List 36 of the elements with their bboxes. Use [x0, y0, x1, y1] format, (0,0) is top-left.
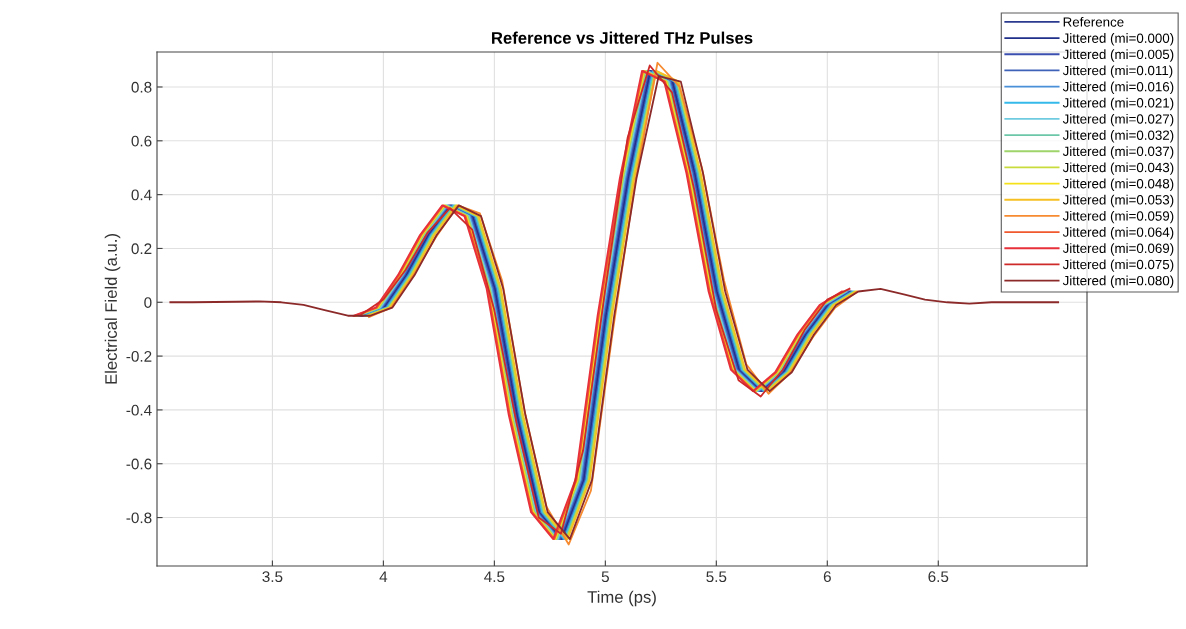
- legend-label: Jittered (mi=0.075): [1062, 259, 1174, 272]
- y-axis-title: Electrical Field (a.u.): [104, 234, 121, 384]
- legend-label: Jittered (mi=0.011): [1062, 65, 1173, 78]
- chart-title: Reference vs Jittered THz Pulses: [492, 31, 753, 44]
- legend-label: Jittered (mi=0.027): [1062, 113, 1174, 127]
- x-tick-label: 4: [379, 571, 388, 582]
- y-tick-label: -0.4: [126, 404, 152, 416]
- legend-label: Jittered (mi=0.021): [1062, 97, 1174, 111]
- legend-label: Jittered (mi=0.069): [1062, 243, 1174, 256]
- legend-label: Jittered (mi=0.005): [1062, 49, 1174, 62]
- x-tick-label: 5: [601, 571, 609, 583]
- y-tick-label: -0.8: [126, 512, 152, 524]
- x-tick-label: 6.5: [928, 571, 949, 583]
- legend-label: Jittered (mi=0.037): [1062, 146, 1174, 159]
- y-tick-label: 0.6: [131, 135, 152, 147]
- x-tick-label: 4.5: [484, 571, 505, 583]
- legend-label: Reference: [1063, 16, 1124, 27]
- y-tick-label: -0.6: [126, 458, 152, 470]
- legend-label: Jittered (mi=0.064): [1062, 227, 1174, 240]
- y-tick-label: 0: [144, 297, 152, 308]
- legend-label: Jittered (mi=0.048): [1062, 178, 1174, 191]
- legend-label: Jittered (mi=0.053): [1062, 194, 1174, 208]
- legend-label: Jittered (mi=0.043): [1062, 162, 1174, 175]
- y-tick-label: 0.8: [131, 81, 152, 93]
- y-tick-label: -0.2: [126, 350, 152, 362]
- legend-label: Jittered (mi=0.016): [1062, 81, 1174, 95]
- x-tick-label: 5.5: [706, 571, 727, 583]
- y-tick-label: 0.2: [131, 243, 152, 255]
- y-tick-label: 0.4: [131, 189, 152, 201]
- legend-label: Jittered (mi=0.080): [1062, 275, 1174, 288]
- x-tick-label: 6: [823, 571, 831, 583]
- legend-label: Jittered (mi=0.000): [1062, 33, 1174, 46]
- x-tick-label: 3.5: [262, 571, 283, 583]
- legend-label: Jittered (mi=0.059): [1062, 210, 1174, 224]
- x-axis-title: Time (ps): [587, 590, 656, 607]
- legend-label: Jittered (mi=0.032): [1062, 130, 1174, 143]
